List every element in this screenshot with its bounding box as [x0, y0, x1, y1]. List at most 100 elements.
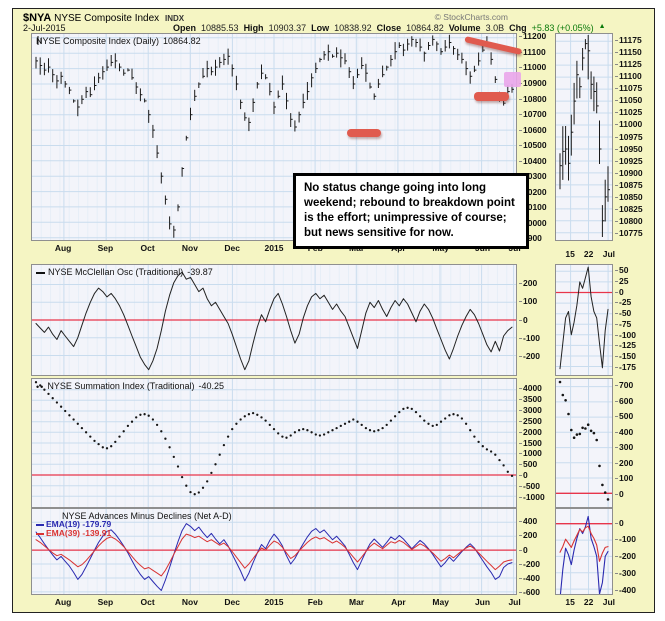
annotation-note: No status change going into long weekend… — [293, 173, 529, 249]
mcclellan-y-axis: 200 100 0 -100 -200 — [518, 264, 557, 376]
x-axis-tick-label: Mar — [349, 597, 365, 607]
chart-date: 2-Jul-2015 — [23, 23, 66, 33]
y-axis-tick-label: 10950 — [615, 143, 643, 154]
ema19-legend-item: EMA(19) -179.79 — [36, 520, 111, 529]
y-axis-tick-label: 100 — [614, 473, 634, 484]
volume-value: 3.0B — [485, 23, 505, 33]
y-axis-tick-label: -150 — [614, 351, 637, 362]
y-axis-tick-label: 10775 — [615, 228, 643, 239]
x-axis-tick-label: Nov — [181, 597, 198, 607]
change-value: +5.83 (+0.05%) — [531, 23, 594, 33]
x-axis-tick-label: Oct — [140, 597, 155, 607]
price-zoom-chart — [556, 34, 612, 240]
mcclellan-panel: NYSE McClellan Osc (Traditional) -39.87 — [31, 264, 517, 376]
y-axis-tick-label: 10800 — [615, 216, 643, 227]
summation-y-axis: 4000 3500 3000 2500 2000 1500 1000 500 0 -500 -100… — [518, 378, 557, 508]
y-axis-tick-label: 400 — [518, 516, 538, 526]
price-panel-title: NYSE Composite Index (Daily) 10864.82 — [36, 36, 201, 46]
x-axis-tick-label: Oct — [140, 243, 155, 253]
price-y-axis: 11200 11100 11000 10900 10800 10700 10600 10500… — [518, 31, 557, 243]
mcclellan-last-value: -39.87 — [187, 267, 213, 277]
x-axis-tick-label: Jul — [602, 249, 616, 259]
y-axis-tick-label: 1000 — [519, 448, 542, 459]
price-zoom-y-axis: 11175 11150 11125 11100 11075 11050 11025 11000… — [614, 33, 653, 241]
up-arrow-icon: ▲ — [598, 23, 606, 30]
y-axis-tick-label: 400 — [614, 426, 634, 437]
quote-line: 2-Jul-2015 Open 10885.53 High 10903.37 Low… — [23, 23, 646, 34]
y-axis-tick-label: 11000 — [614, 119, 643, 130]
low-label: Low — [311, 23, 330, 33]
y-axis-tick-label: 3500 — [519, 394, 542, 405]
x-axis-tick-label: Apr — [391, 597, 406, 607]
y-axis-tick-label: -125 — [614, 340, 637, 351]
violet-highlight — [504, 72, 521, 87]
x-axis-tick-label: 22 — [583, 249, 594, 259]
y-axis-tick-label: 200 — [614, 457, 634, 468]
ema-legend: EMA(19) -179.79 EMA(39) -139.91 — [36, 520, 111, 538]
y-axis-tick-label: 1500 — [519, 437, 542, 448]
y-axis-tick-label: -200 — [518, 558, 541, 569]
ema19-line-icon — [36, 523, 44, 526]
y-axis-tick-label: 3000 — [519, 405, 542, 415]
advance-decline-zoom-y-axis: 0 -100 -200 -300 -400 — [614, 508, 653, 595]
y-axis-tick-label: -400 — [614, 584, 637, 595]
ema39-line-icon — [36, 532, 44, 535]
y-axis-tick-label: 11150 — [615, 46, 642, 57]
y-axis-tick-label: 200 — [518, 530, 538, 541]
y-axis-tick-label: -75 — [614, 318, 632, 329]
y-axis-tick-label: 25 — [614, 275, 629, 286]
y-axis-tick-label: 10600 — [519, 124, 547, 135]
y-axis-tick-label: 10400 — [519, 155, 547, 166]
y-axis-tick-label: 11200 — [518, 31, 547, 42]
y-axis-tick-label: 10700 — [519, 109, 547, 119]
y-axis-tick-label: 2500 — [519, 415, 542, 426]
high-label: High — [243, 23, 264, 33]
summation-zoom-panel — [555, 378, 613, 508]
y-axis-tick-label: 500 — [614, 411, 634, 422]
y-axis-tick-label: 200 — [518, 278, 538, 289]
bottom-zoom-x-axis: 15 22 Jul — [555, 597, 616, 608]
y-axis-tick-label: 10800 — [519, 93, 547, 104]
y-axis-tick-label: 600 — [614, 395, 634, 406]
y-axis-tick-label: -100 — [614, 534, 637, 545]
stockcharts-credit: © StockCharts.com — [434, 12, 508, 22]
x-axis-tick-label: Jul — [508, 597, 521, 607]
y-axis-tick-label: 11125 — [615, 58, 642, 69]
dots-style-icon: •• — [36, 381, 45, 392]
y-axis-tick-label: 300 — [614, 442, 634, 453]
x-axis-tick-label: Jul — [602, 597, 616, 607]
advance-decline-y-axis: 400 200 0 -200 -400 -600 — [518, 508, 557, 597]
x-axis-tick-label: Aug — [54, 597, 72, 607]
y-axis-tick-label: 11050 — [614, 95, 643, 106]
y-axis-tick-label: 11100 — [519, 46, 546, 57]
chart-frame: $NYA NYSE Composite Index INDX © StockCh… — [12, 8, 655, 613]
ema39-legend-item: EMA(39) -139.91 — [36, 529, 111, 538]
y-axis-tick-label: 10850 — [615, 192, 643, 202]
price-last-value: 10864.82 — [163, 36, 201, 46]
advance-decline-zoom-chart — [556, 509, 612, 594]
x-axis-tick-label: Sep — [97, 597, 114, 607]
mcclellan-zoom-panel — [555, 264, 613, 376]
line-style-icon — [36, 271, 45, 274]
x-axis-tick-label: Dec — [224, 597, 240, 607]
y-axis-tick-label: 2000 — [519, 426, 542, 437]
y-axis-tick-label: -200 — [614, 551, 637, 561]
x-axis-tick-label: May — [432, 597, 449, 607]
x-axis-tick-label: Sep — [97, 243, 114, 253]
x-axis-tick-label: Aug — [54, 243, 72, 253]
high-value: 10903.37 — [268, 23, 307, 33]
y-axis-tick-label: 4000 — [519, 383, 542, 394]
x-axis-tick-label: 15 — [565, 597, 575, 607]
y-axis-tick-label: 10825 — [615, 204, 643, 215]
y-axis-tick-label: -300 — [614, 567, 637, 578]
y-axis-tick-label: 0 — [615, 517, 624, 528]
y-axis-tick-label: 10975 — [615, 131, 643, 142]
ticker-symbol: $NYA — [23, 12, 52, 24]
mcclellan-chart — [32, 265, 516, 375]
y-axis-tick-label: 0 — [519, 314, 528, 325]
advance-decline-panel: NYSE Advances Minus Declines (Net A-D) E… — [31, 508, 517, 595]
y-axis-tick-label: 11075 — [614, 83, 643, 94]
advance-decline-chart — [32, 509, 516, 594]
y-axis-tick-label: -100 — [518, 332, 541, 343]
